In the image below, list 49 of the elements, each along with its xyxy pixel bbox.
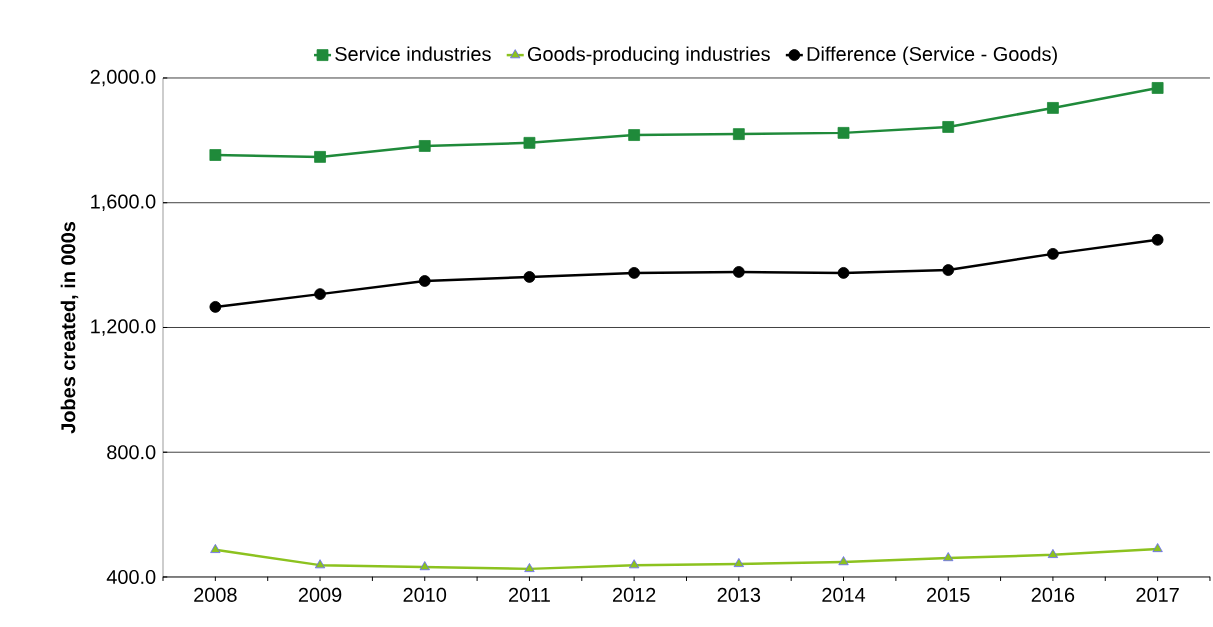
y-tick-label: 800.0	[107, 445, 156, 460]
point	[1047, 548, 1059, 558]
legend-label: Service industries	[335, 46, 491, 62]
x-tick-label: 2014	[822, 587, 866, 602]
point	[1152, 543, 1163, 553]
point	[314, 559, 326, 569]
point	[837, 267, 850, 279]
legend-label: Difference (Service - Goods)	[807, 46, 1057, 65]
point	[523, 271, 536, 283]
point	[314, 151, 326, 163]
y-tick-label: 2,000.0	[90, 69, 156, 87]
point	[628, 267, 641, 279]
y-tick-label: 1,600.0	[91, 194, 156, 211]
point	[210, 543, 221, 553]
point	[1047, 248, 1059, 260]
y-tick-label: 1,200.0	[91, 319, 156, 336]
y-tick-label: 400.0	[106, 569, 156, 585]
point	[1151, 82, 1164, 94]
legend-label: Goods-producing industries	[527, 46, 770, 65]
x-tick-label: 2012	[612, 587, 656, 602]
point	[418, 275, 431, 287]
y-axis-title: Jobes created, in 000s	[60, 222, 79, 434]
point	[943, 552, 954, 562]
point	[419, 561, 430, 571]
point	[732, 266, 745, 278]
x-tick-label: 2017	[1136, 587, 1179, 602]
x-tick-label: 2010	[403, 587, 447, 602]
point	[628, 129, 641, 141]
point	[209, 301, 222, 313]
x-tick-label: 2015	[927, 587, 970, 602]
point	[523, 136, 536, 149]
point	[314, 288, 326, 300]
x-tick-label: 2008	[194, 587, 237, 602]
point	[1151, 233, 1164, 246]
point	[1047, 102, 1059, 114]
point	[418, 140, 431, 152]
point	[733, 558, 744, 568]
point	[942, 264, 955, 276]
point	[209, 149, 222, 161]
x-tick-label: 2009	[298, 587, 342, 602]
point	[524, 563, 535, 573]
point	[732, 128, 745, 140]
x-tick-label: 2013	[717, 587, 761, 602]
x-tick-label: 2016	[1031, 587, 1075, 602]
point	[628, 559, 640, 569]
point	[942, 121, 955, 133]
x-tick-label: 2011	[509, 587, 550, 602]
point	[837, 126, 850, 139]
point	[838, 556, 849, 566]
